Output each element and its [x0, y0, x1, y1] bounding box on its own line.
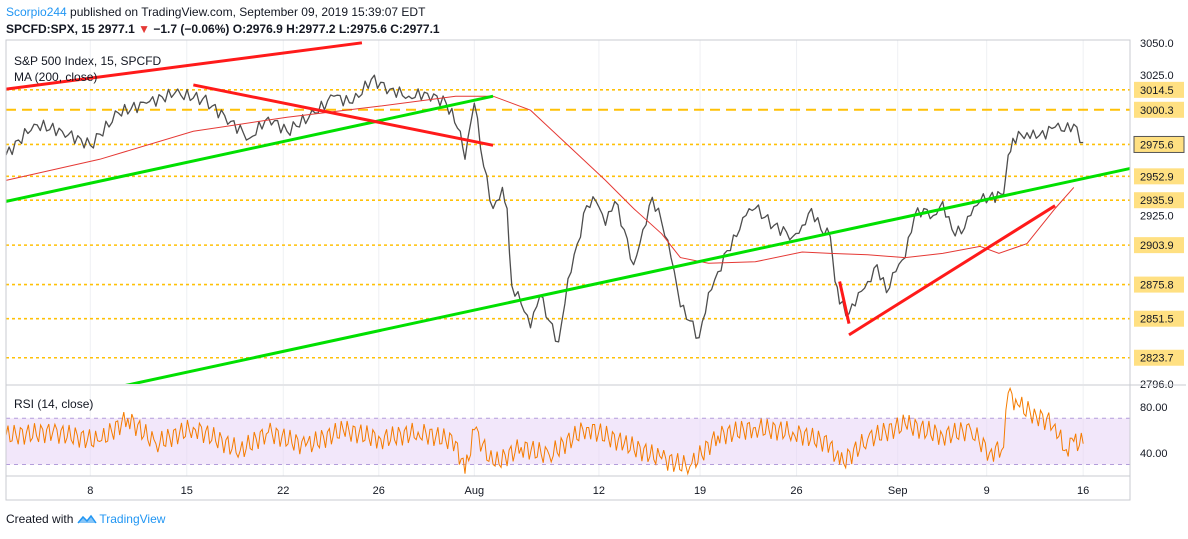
- time-tick-label: 16: [1077, 485, 1089, 497]
- time-axis[interactable]: 8 15 22 26 Aug 12 19 26 Sep 9 16: [6, 475, 1130, 497]
- chart-frame: [5, 39, 1186, 501]
- price-level-tag: [1134, 276, 1184, 293]
- price-pane-title: S&P 500 Index, 15, SPCFD: [14, 54, 162, 68]
- price-series: [5, 74, 1084, 343]
- high-label: H:: [286, 22, 299, 36]
- rsi-legend: RSI (14, close): [14, 397, 93, 411]
- price-level-tag: [1134, 101, 1184, 118]
- red-trendline: [838, 281, 851, 324]
- close-value: 2977.1: [402, 22, 440, 36]
- price-level-tag: [1134, 237, 1184, 254]
- rsi-band: [6, 418, 1130, 465]
- price-level-label: 3014.5: [1140, 85, 1174, 97]
- last-price: 2977.1: [98, 22, 135, 36]
- created-with-label: Created with: [6, 512, 74, 526]
- low-label: L:: [338, 22, 351, 36]
- price-tick-label: 2925.0: [1140, 211, 1174, 223]
- price-level-tag: [1134, 310, 1184, 327]
- rsi-tick-label: 80.00: [1140, 402, 1168, 414]
- time-tick-label: Sep: [888, 485, 908, 497]
- rsi-tick-label: 40.00: [1140, 448, 1168, 460]
- price-level-label: 2823.7: [1140, 353, 1174, 365]
- chart-canvas[interactable]: 3025.02925.03050.02796.03014.53000.32975…: [0, 0, 1188, 510]
- low-value: 2975.6: [350, 22, 387, 36]
- open-value: 2976.9: [246, 22, 283, 36]
- green-trendline: [6, 94, 494, 203]
- time-tick-label: 12: [593, 485, 605, 497]
- time-tick-label: 8: [87, 485, 93, 497]
- chart-border: [5, 39, 1131, 501]
- price-level-tag: [1134, 192, 1184, 209]
- publish-info: published on TradingView.com, September …: [66, 5, 426, 19]
- price-level-label: 3000.3: [1140, 105, 1174, 117]
- time-tick-label: 19: [694, 485, 706, 497]
- price-change: −1.7 (−0.06%): [153, 22, 230, 36]
- ma-legend: MA (200, close): [14, 70, 97, 84]
- close-label: C:: [390, 22, 403, 36]
- support-resistance-levels: [6, 89, 1130, 359]
- price-axis[interactable]: 3025.02925.03050.02796.03014.53000.32975…: [1129, 38, 1185, 500]
- green-trendline: [125, 166, 1130, 384]
- open-label: O:: [232, 22, 247, 36]
- rsi-pane: 80.00 40.00: [5, 386, 1168, 476]
- price-level-label: 2935.9: [1140, 195, 1174, 207]
- trendline-group: [6, 41, 1130, 384]
- price-level-label: 2903.9: [1140, 240, 1174, 252]
- time-tick-label: 22: [277, 485, 289, 497]
- publish-line: Scorpio244 published on TradingView.com,…: [6, 5, 425, 19]
- price-level-label: 2975.6: [1140, 139, 1174, 151]
- price-line: [5, 74, 1084, 343]
- price-level-label: 2851.5: [1140, 314, 1174, 326]
- price-level-tag: [1134, 349, 1184, 366]
- tradingview-link[interactable]: TradingView: [99, 512, 166, 526]
- price-level-label: 2875.8: [1140, 280, 1174, 292]
- time-tick-label: 15: [181, 485, 193, 497]
- ohlc-line: SPCFD:SPX, 15 2977.1 ▼ −1.7 (−0.06%) O:2…: [6, 22, 440, 36]
- moving-average: [5, 95, 1075, 264]
- time-tick-label: Aug: [465, 485, 485, 497]
- price-level-tag: [1134, 168, 1184, 185]
- price-level-label: 2952.9: [1140, 171, 1174, 183]
- rsi-line: [5, 386, 1084, 476]
- trendlines: [6, 41, 1130, 384]
- footer: Created with TradingView: [6, 512, 165, 526]
- tradingview-logo-icon: [77, 514, 97, 524]
- author-link[interactable]: Scorpio244: [6, 5, 67, 19]
- red-trendline: [193, 83, 494, 147]
- down-arrow-icon: ▼: [138, 22, 150, 36]
- ma-line: [5, 95, 1075, 264]
- red-trendline: [6, 41, 363, 91]
- high-value: 2977.2: [298, 22, 336, 36]
- price-tick-label-partial: 3050.0: [1140, 38, 1174, 50]
- symbol-label: SPCFD:SPX, 15: [6, 22, 95, 36]
- price-grid: [89, 40, 1084, 476]
- red-trendline: [848, 204, 1056, 337]
- time-tick-label: 26: [373, 485, 385, 497]
- time-tick-label: 9: [984, 485, 990, 497]
- time-tick-label: 26: [790, 485, 802, 497]
- price-tick-label: 3025.0: [1140, 70, 1174, 82]
- price-level-tag: [1134, 81, 1184, 98]
- price-level-tag: [1133, 135, 1185, 153]
